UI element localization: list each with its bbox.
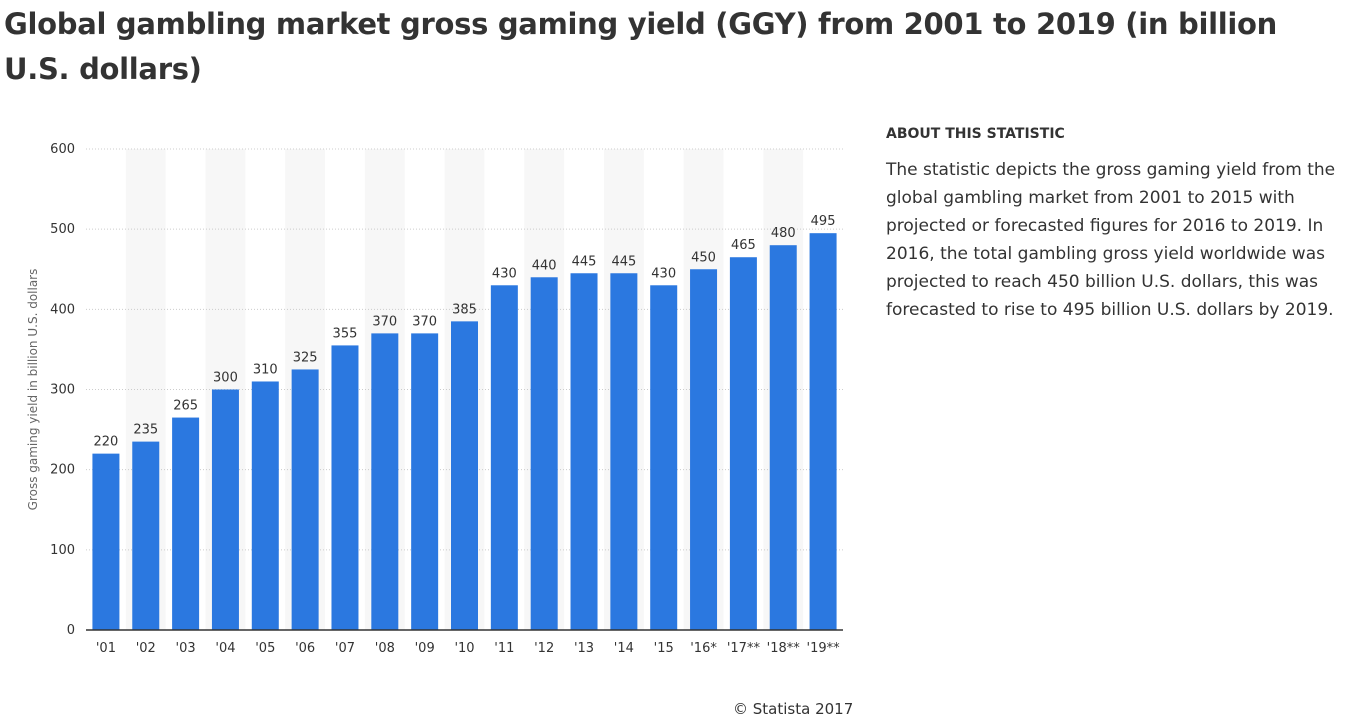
bar-value-label: 450 — [691, 250, 716, 265]
bar-value-label: 480 — [771, 226, 796, 241]
x-tick-label: '11 — [494, 641, 514, 656]
bar — [92, 453, 120, 630]
bar — [251, 381, 279, 630]
bar-value-label: 495 — [811, 214, 836, 229]
bar-value-label: 385 — [452, 302, 477, 317]
bar — [331, 345, 359, 630]
about-text: The statistic depicts the gross gaming y… — [886, 160, 1336, 320]
bar-value-label: 370 — [412, 314, 437, 329]
x-tick-label: '19** — [807, 641, 841, 656]
bar — [769, 245, 797, 630]
chart-svg: 0 100 200 300 400 500 600 Gross gaming yield in… — [26, 142, 843, 656]
bar — [809, 233, 837, 631]
x-tick-label: '03 — [176, 641, 196, 656]
x-tick-label: '09 — [415, 641, 435, 656]
bar — [451, 321, 478, 630]
x-tick-label: '12 — [534, 641, 554, 656]
x-tick-label: '01 — [96, 641, 116, 656]
y-tick-label: 200 — [50, 463, 75, 478]
bar-value-label: 300 — [213, 371, 238, 386]
x-tick-label: '14 — [614, 641, 634, 656]
bar-value-label: 355 — [333, 326, 358, 341]
bar — [610, 273, 638, 630]
y-tick-label: 300 — [50, 383, 75, 398]
bar-value-label: 430 — [651, 266, 676, 281]
bar — [570, 273, 598, 630]
statista-credit: © Statista 2017 — [733, 700, 854, 718]
bar — [690, 269, 718, 630]
x-tick-label: '16* — [690, 641, 717, 656]
bar — [371, 333, 399, 630]
y-tick-label: 0 — [67, 623, 75, 638]
x-tick-label: '02 — [136, 641, 156, 656]
bar-value-label: 235 — [133, 423, 158, 438]
about-panel: ABOUT THIS STATISTIC The statistic depic… — [886, 124, 1356, 324]
y-axis-label: Gross gaming yield in billion U.S. dolla… — [26, 269, 40, 511]
bar-value-label: 440 — [532, 258, 557, 273]
x-tick-label: '04 — [215, 641, 235, 656]
x-tick-label: '08 — [375, 641, 395, 656]
bar-value-label: 310 — [253, 362, 278, 377]
y-tick-label: 600 — [50, 142, 75, 157]
y-tick-label: 500 — [50, 222, 75, 237]
y-tick-label: 100 — [50, 543, 75, 558]
x-tick-label: '06 — [295, 641, 315, 656]
bar-value-label: 465 — [731, 238, 756, 253]
bar — [172, 417, 200, 630]
bar — [411, 333, 439, 630]
chart-title: Global gambling market gross gaming yiel… — [4, 7, 1277, 86]
x-tick-label: '13 — [574, 641, 594, 656]
x-tick-label: '18** — [767, 641, 801, 656]
x-tick-label: '07 — [335, 641, 355, 656]
bar-chart: 0 100 200 300 400 500 600 Gross gaming yield in… — [0, 110, 860, 670]
about-heading: ABOUT THIS STATISTIC — [886, 126, 1065, 142]
x-tick-label: '17** — [727, 641, 761, 656]
bar-value-label: 325 — [293, 350, 318, 365]
bar — [490, 285, 518, 630]
bar-value-label: 370 — [372, 314, 397, 329]
x-tick-label: '10 — [454, 641, 474, 656]
bar — [211, 389, 239, 630]
bar-value-label: 265 — [173, 399, 198, 414]
bar-value-label: 445 — [611, 254, 636, 269]
bar-value-label: 430 — [492, 266, 517, 281]
bar-value-label: 445 — [572, 254, 597, 269]
bar — [530, 277, 558, 630]
y-tick-label: 400 — [50, 302, 75, 317]
bar — [729, 257, 757, 630]
x-tick-label: '15 — [654, 641, 674, 656]
bar — [650, 285, 678, 630]
bar — [291, 369, 319, 630]
bar — [132, 441, 160, 630]
x-tick-label: '05 — [255, 641, 275, 656]
bar-value-label: 220 — [94, 435, 119, 450]
